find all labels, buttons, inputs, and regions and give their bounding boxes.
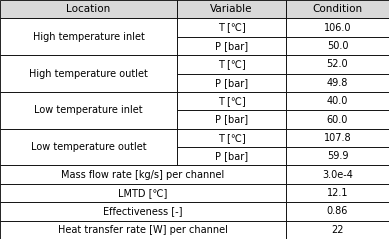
Bar (286, 74, 389, 92)
Bar (0, 221, 286, 239)
Text: Effectiveness [-]: Effectiveness [-] (103, 206, 183, 217)
Bar (177, 18, 286, 37)
Text: Low temperature inlet: Low temperature inlet (34, 105, 143, 115)
Text: 22: 22 (331, 225, 344, 235)
Bar (177, 0, 286, 18)
Bar (177, 110, 286, 129)
Text: 60.0: 60.0 (327, 114, 348, 125)
Bar (286, 0, 389, 18)
Bar (286, 55, 389, 74)
Bar (177, 37, 286, 55)
Text: P [bar]: P [bar] (215, 114, 248, 125)
Bar (177, 129, 286, 147)
Text: Variable: Variable (210, 4, 253, 14)
Bar (0, 129, 177, 165)
Text: Condition: Condition (312, 4, 363, 14)
Text: 3.0e-4: 3.0e-4 (322, 170, 353, 180)
Text: T [℃]: T [℃] (217, 133, 245, 143)
Bar (286, 129, 389, 147)
Text: 49.8: 49.8 (327, 78, 348, 88)
Bar (286, 110, 389, 129)
Bar (286, 147, 389, 165)
Bar (0, 165, 286, 184)
Bar (286, 202, 389, 221)
Bar (286, 18, 389, 37)
Bar (0, 92, 177, 129)
Bar (286, 37, 389, 55)
Bar (177, 147, 286, 165)
Text: Mass flow rate [kg/s] per channel: Mass flow rate [kg/s] per channel (61, 170, 224, 180)
Text: T [℃]: T [℃] (217, 22, 245, 33)
Bar (0, 184, 286, 202)
Bar (286, 184, 389, 202)
Text: P [bar]: P [bar] (215, 151, 248, 161)
Text: 52.0: 52.0 (327, 59, 348, 69)
Text: P [bar]: P [bar] (215, 41, 248, 51)
Bar (286, 92, 389, 110)
Text: T [℃]: T [℃] (217, 96, 245, 106)
Bar (0, 18, 177, 55)
Text: 50.0: 50.0 (327, 41, 348, 51)
Bar (0, 55, 177, 92)
Bar (0, 202, 286, 221)
Text: P [bar]: P [bar] (215, 78, 248, 88)
Text: 0.86: 0.86 (327, 206, 348, 217)
Text: 40.0: 40.0 (327, 96, 348, 106)
Text: T [℃]: T [℃] (217, 59, 245, 69)
Text: High temperature inlet: High temperature inlet (33, 32, 144, 42)
Text: High temperature outlet: High temperature outlet (29, 69, 148, 79)
Bar (286, 221, 389, 239)
Bar (0, 0, 177, 18)
Bar (177, 55, 286, 74)
Text: 106.0: 106.0 (324, 22, 351, 33)
Bar (177, 74, 286, 92)
Text: Location: Location (67, 4, 110, 14)
Text: 59.9: 59.9 (327, 151, 348, 161)
Bar (177, 92, 286, 110)
Text: 107.8: 107.8 (324, 133, 351, 143)
Text: 12.1: 12.1 (327, 188, 348, 198)
Text: Low temperature outlet: Low temperature outlet (31, 142, 146, 152)
Text: Heat transfer rate [W] per channel: Heat transfer rate [W] per channel (58, 225, 228, 235)
Bar (286, 165, 389, 184)
Text: LMTD [℃]: LMTD [℃] (118, 188, 168, 198)
